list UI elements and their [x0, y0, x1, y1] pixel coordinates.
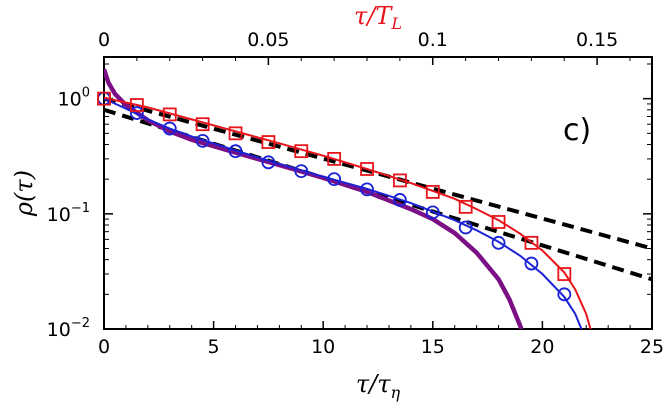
red-squares-point — [162, 107, 177, 122]
blue-circles-point — [162, 121, 177, 136]
y-axis-title: ρ(τ) — [10, 170, 38, 217]
red-squares-point — [97, 91, 111, 106]
red-squares-point — [360, 162, 374, 176]
blue-circles-point — [524, 256, 539, 271]
y-tick-mantissa: 10 — [47, 204, 71, 226]
red-squares-point — [393, 173, 407, 188]
top-x-tick-label: 0.15 — [576, 29, 618, 51]
panel-label: c) — [563, 113, 591, 148]
red-squares-point — [524, 235, 539, 250]
svg-text:τ/TL: τ/TL — [354, 2, 402, 33]
svg-text:τ/τη: τ/τη — [356, 370, 401, 402]
plot-frame — [103, 56, 653, 330]
y-tick-exponent: 0 — [82, 86, 90, 101]
y-tick-label: 100 — [58, 86, 90, 111]
x-tick-label: 20 — [530, 336, 554, 358]
x-axis-title-subscript: η — [391, 383, 401, 402]
x-tick-label: 5 — [208, 336, 220, 358]
red-squares-point — [195, 117, 210, 132]
top-axis-title-subscript: L — [390, 14, 402, 33]
blue-circles-point — [360, 182, 374, 197]
blue-circles-point — [327, 172, 342, 187]
x-tick-label: 25 — [640, 336, 664, 358]
red-squares-point — [425, 185, 440, 199]
red-squares-point — [261, 135, 276, 149]
red-fit-line — [104, 96, 592, 329]
top-x-tick-label: 0.05 — [247, 29, 289, 51]
blue-circles-point — [228, 144, 243, 159]
blue-circles-point — [458, 220, 473, 235]
series — [97, 68, 652, 329]
x-axis-title-tau: τ/τ — [356, 370, 391, 398]
blue-circles-point — [129, 106, 144, 120]
y-tick-mantissa: 10 — [58, 89, 82, 111]
blue-circles-point — [393, 193, 407, 207]
top-x-tick-label: 0 — [98, 29, 110, 51]
y-tick-label: 10−1 — [47, 201, 90, 226]
blue-circles-point — [294, 164, 309, 178]
x-axis-title: τ/τη — [356, 370, 401, 402]
blue-circles-point — [491, 235, 506, 250]
red-squares-point — [458, 199, 473, 214]
blue-fit-line — [104, 97, 583, 329]
red-squares-point — [294, 144, 309, 159]
y-tick-label: 10−2 — [47, 316, 90, 341]
blue-circles-point — [261, 155, 276, 170]
y-tick-exponent: −2 — [71, 316, 90, 331]
red-squares-point — [327, 151, 342, 166]
x-tick-label: 15 — [421, 336, 445, 358]
blue-circles-point — [557, 287, 572, 302]
purple-curve-line — [104, 68, 524, 329]
top-axis-title: τ/TL — [354, 2, 402, 33]
red-squares-point — [129, 98, 144, 112]
red-squares-point — [228, 126, 243, 141]
blue-circles-point — [425, 205, 440, 220]
x-tick-label: 0 — [98, 336, 110, 358]
blue-circles-point — [195, 133, 210, 148]
x-tick-label: 10 — [311, 336, 335, 358]
top-x-tick-label: 0.1 — [418, 29, 448, 51]
y-tick-mantissa: 10 — [47, 319, 71, 341]
top-axis-title-tau: τ/T — [354, 2, 393, 30]
red-squares-point — [491, 215, 506, 229]
red-squares-point — [557, 267, 572, 281]
y-tick-exponent: −1 — [71, 201, 90, 216]
